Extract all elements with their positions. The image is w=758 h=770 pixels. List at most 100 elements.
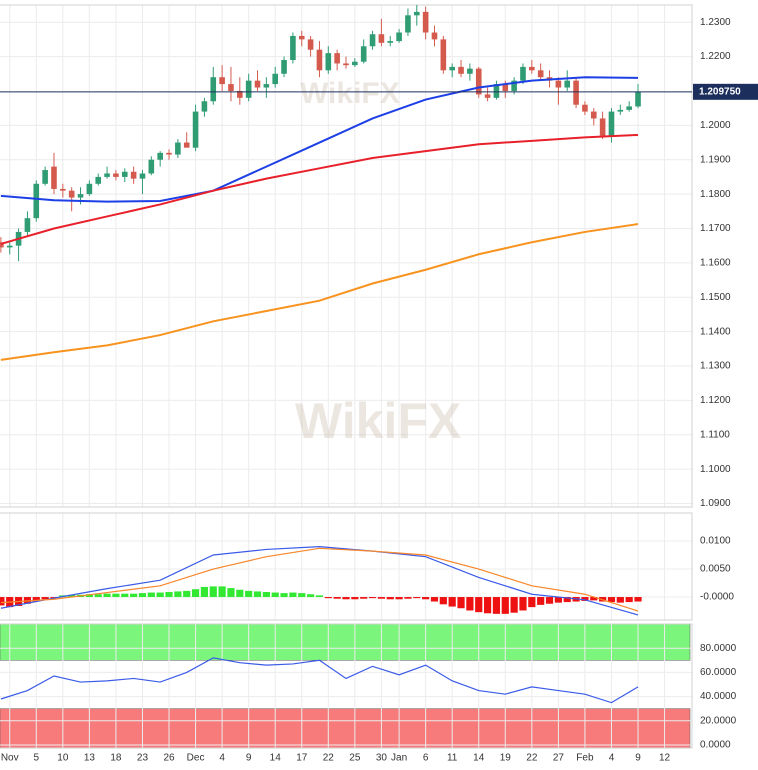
histogram-bar xyxy=(112,593,120,598)
histogram-bar xyxy=(377,597,385,599)
histogram-bar xyxy=(156,592,164,598)
panel-border xyxy=(0,512,693,621)
candle-body xyxy=(617,109,624,112)
y-tick-label: 60.0000 xyxy=(700,667,737,678)
y-tick-label: 0.0050 xyxy=(700,564,731,575)
histogram-bar xyxy=(333,597,341,599)
histogram-bar xyxy=(439,597,447,605)
candle-body xyxy=(281,60,287,74)
x-tick-label: Jan xyxy=(391,753,407,764)
candle-body xyxy=(369,34,376,47)
x-tick-label: 17 xyxy=(296,753,308,764)
candle-body xyxy=(6,245,13,248)
y-tick-label: 1.1400 xyxy=(700,326,731,337)
histogram-bar xyxy=(448,597,456,607)
histogram-bar xyxy=(271,592,279,598)
candle-body xyxy=(228,84,234,91)
histogram-bar xyxy=(422,597,430,600)
candle-body xyxy=(77,194,84,198)
y-tick-label: 1.1700 xyxy=(700,223,731,234)
histogram-bar xyxy=(360,597,368,599)
histogram-bar xyxy=(315,595,324,598)
candle-body xyxy=(325,53,332,71)
x-tick-label: 5 xyxy=(34,753,40,764)
candle-body xyxy=(387,41,394,43)
candle-body xyxy=(431,32,438,40)
series-line xyxy=(0,547,639,612)
histogram-bar xyxy=(492,597,501,614)
x-tick-label: 14 xyxy=(473,753,485,764)
candle-body xyxy=(210,77,217,102)
histogram-bar xyxy=(430,597,439,602)
candle-body xyxy=(520,66,526,81)
candle-body xyxy=(360,46,367,62)
histogram-bar xyxy=(554,597,562,603)
candle-body xyxy=(175,142,181,155)
candle-body xyxy=(529,66,535,71)
histogram-bar xyxy=(395,597,403,600)
x-tick-label: Dec xyxy=(187,753,205,764)
histogram-bar xyxy=(466,597,474,611)
candle-body xyxy=(449,66,455,71)
panel-border xyxy=(0,623,693,749)
histogram-bar xyxy=(537,597,545,605)
candle-body xyxy=(245,80,252,98)
histogram-bar xyxy=(200,586,209,598)
histogram-bar xyxy=(563,597,571,603)
histogram-bar xyxy=(236,589,244,598)
histogram-bar xyxy=(253,591,262,598)
histogram-bar xyxy=(68,594,76,598)
candle-body xyxy=(316,49,323,71)
x-tick-label: 4 xyxy=(609,753,615,764)
histogram-bar xyxy=(510,597,518,613)
x-tick-label: 22 xyxy=(323,753,335,764)
candle-body xyxy=(573,80,579,105)
candle-body xyxy=(405,15,411,33)
x-tick-label: 9 xyxy=(635,753,641,764)
x-tick-label: 27 xyxy=(553,753,565,764)
y-tick-label: 1.0900 xyxy=(700,498,731,509)
candle-body xyxy=(237,90,243,98)
y-tick-label: 1.2000 xyxy=(700,120,731,131)
x-tick-label: 9 xyxy=(246,753,252,764)
histogram-bar xyxy=(590,597,598,601)
candle-body xyxy=(219,77,225,85)
candle-body xyxy=(582,104,588,112)
y-tick-label: 1.1500 xyxy=(700,292,731,303)
histogram-bar xyxy=(519,597,527,611)
histogram-bar xyxy=(0,597,5,606)
last-price-box xyxy=(693,83,758,100)
candle-body xyxy=(272,73,279,85)
candle-body xyxy=(68,190,75,198)
histogram-bar xyxy=(545,597,554,604)
x-tick-label: Nov xyxy=(1,753,19,764)
candle-body xyxy=(0,242,4,248)
histogram-bar xyxy=(351,597,359,600)
x-tick-label: 26 xyxy=(163,753,175,764)
candle-body xyxy=(201,101,208,112)
candle-body xyxy=(263,84,270,88)
candle-body xyxy=(298,35,305,40)
candle-body xyxy=(352,61,358,66)
histogram-bar xyxy=(94,594,102,598)
histogram-bar xyxy=(386,597,394,600)
candle-body xyxy=(599,118,606,136)
candle-body xyxy=(334,53,340,64)
candle-body xyxy=(290,35,296,61)
x-tick-label: 4 xyxy=(219,753,225,764)
candle-body xyxy=(511,80,517,91)
histogram-bar xyxy=(625,597,633,603)
x-tick-label: 14 xyxy=(270,753,282,764)
candle-body xyxy=(378,34,385,43)
candle-body xyxy=(458,66,464,74)
histogram-bar xyxy=(528,597,536,608)
candle-body xyxy=(493,84,500,98)
histogram-bar xyxy=(280,593,288,598)
candle-body xyxy=(148,159,155,174)
histogram-bar xyxy=(174,591,182,598)
watermark: WikiFX xyxy=(295,393,461,449)
y-tick-label: 80.0000 xyxy=(700,643,737,654)
candle-body xyxy=(166,152,172,155)
x-tick-label: 19 xyxy=(500,753,512,764)
